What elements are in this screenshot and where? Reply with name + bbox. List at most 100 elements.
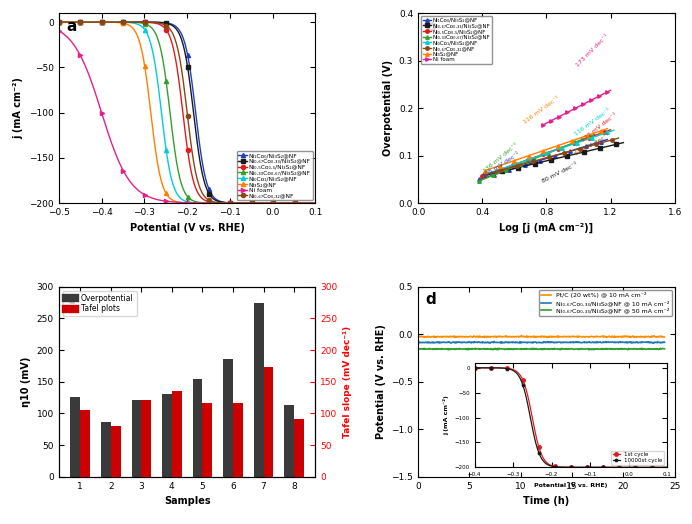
- X-axis label: Log [j (mA cm⁻²)]: Log [j (mA cm⁻²)]: [500, 223, 594, 233]
- Text: d: d: [426, 292, 437, 308]
- Ni₀.₆₇Co₀.₃₃/Ni₃S₂@NF: [528, 161, 536, 167]
- Y-axis label: Tafel slope (mV dec⁻¹): Tafel slope (mV dec⁻¹): [343, 326, 352, 438]
- Ni₀.₆₇Co₀.₃₃/Ni₃S₂@NF @ 50 mA cm⁻²: [617, 345, 625, 352]
- Line: Ni₀Co₁/Ni₃S₂@NF: Ni₀Co₁/Ni₃S₂@NF: [484, 128, 615, 176]
- Text: 105 mV dec⁻¹: 105 mV dec⁻¹: [482, 151, 521, 179]
- Ni₃S₂@NF: [558, 141, 566, 147]
- Ni₀.₆₇Co₀.₃₃/Ni₃S₂@NF @ 50 mA cm⁻²: [414, 345, 422, 352]
- Ni₀.₆₇Co₀.₃₃/Ni₃S₂@NF @ 10 mA cm⁻²: [561, 339, 570, 345]
- Ni₀.₆₇Co₀.₃₃/Ni₃S₂@NF @ 10 mA cm⁻²: [660, 339, 668, 345]
- Ni₀.₆₇Co₀.₃₃/Ni₃S₂@NF @ 50 mA cm⁻²: [548, 346, 556, 352]
- Line: Ni₀.₆₇Co₀.₃₃/Ni₃S₂@NF @ 50 mA cm⁻²: Ni₀.₆₇Co₀.₃₃/Ni₃S₂@NF @ 50 mA cm⁻²: [418, 348, 664, 350]
- Bar: [284, 405, 294, 477]
- Bar: [254, 303, 264, 477]
- Ni₀.₆₇Co₀.₃₂@NF: [212, 199, 220, 205]
- Text: a: a: [66, 19, 77, 34]
- Bar: [192, 379, 202, 477]
- Bar: [101, 422, 111, 477]
- Ni₃S₂@NF: [522, 153, 531, 159]
- Ni₀.₅Co₀.₅/Ni₃S₂@NF: [522, 157, 530, 163]
- Ni₀.₆₇Co₀.₃₃/Ni₃S₂@NF @ 10 mA cm⁻²: [540, 339, 548, 345]
- Ni₀Co₁/Ni₃S₂@NF: [525, 156, 533, 162]
- Ni₃S₂@NF: [208, 200, 216, 206]
- Ni₀.₆₇Co₀.₃₃/Ni₃S₂@NF @ 10 mA cm⁻²: [414, 339, 422, 345]
- Pt/C (20 wt%) @ 10 mA cm⁻²: [655, 333, 664, 340]
- Ni₀.₆₇Co₀.₃₃/Ni₃S₂@NF: [504, 167, 513, 173]
- Ni₀.₆₇Co₀.₃₃/Ni₃S₂@NF @ 50 mA cm⁻²: [660, 346, 668, 352]
- Ni₀.₆₇Co₀.₃₂@NF: [271, 200, 280, 206]
- Ni₁Co₀/Ni₃S₂@NF: [516, 163, 525, 170]
- Ni₀.₆₇Co₀.₃₃/Ni₃S₂@NF: [619, 139, 628, 146]
- Line: Ni₀.₆₇Co₀.₃₂@NF: Ni₀.₆₇Co₀.₃₂@NF: [57, 20, 318, 205]
- Ni₀Co₁/Ni₃S₂@NF: [55, 19, 63, 25]
- Ni₀.₆₇Co₀.₃₂@NF: [208, 198, 216, 204]
- Ni foam: [55, 28, 63, 34]
- Ni₀.₃₃Co₀.₆₇/Ni₃S₂@NF: [547, 149, 556, 155]
- Ni₀.₆₇Co₀.₃₃/Ni₃S₂@NF: [55, 19, 64, 25]
- Ni₀.₆₇Co₀.₃₃/Ni₃S₂@NF @ 50 mA cm⁻²: [655, 345, 664, 352]
- Ni₀Co₁/Ni₃S₂@NF: [311, 200, 320, 206]
- Ni₀.₃₃Co₀.₆₇/Ni₃S₂@NF: [504, 166, 513, 172]
- Pt/C (20 wt%) @ 10 mA cm⁻²: [543, 334, 552, 341]
- Ni₀.₆₇Co₀.₃₂@NF: [524, 159, 532, 166]
- Pt/C (20 wt%) @ 10 mA cm⁻²: [517, 332, 525, 339]
- Ni₀.₆₇Co₀.₃₃/Ni₃S₂@NF: [212, 197, 220, 203]
- Pt/C (20 wt%) @ 10 mA cm⁻²: [660, 334, 668, 340]
- Ni foam: [558, 112, 567, 118]
- Ni₀.₅Co₀.₅/Ni₃S₂@NF: [558, 144, 567, 150]
- Ni₀.₆₇Co₀.₃₂@NF: [55, 19, 64, 25]
- Y-axis label: Potential (V vs. RHE): Potential (V vs. RHE): [376, 324, 386, 439]
- Y-axis label: j (mA cm⁻²): j (mA cm⁻²): [14, 77, 24, 139]
- Text: 136 mV dec⁻¹: 136 mV dec⁻¹: [482, 142, 518, 173]
- Bar: [294, 419, 304, 477]
- Ni foam: [581, 100, 590, 106]
- Ni₀Co₁/Ni₃S₂@NF: [207, 200, 215, 206]
- Text: 80 mV dec⁻¹: 80 mV dec⁻¹: [542, 162, 579, 184]
- Ni₀.₆₇Co₀.₃₃/Ni₃S₂@NF @ 10 mA cm⁻²: [531, 339, 540, 345]
- Pt/C (20 wt%) @ 10 mA cm⁻²: [617, 334, 625, 340]
- Ni₃S₂@NF: [520, 154, 529, 160]
- Ni₀Co₁/Ni₃S₂@NF: [503, 163, 511, 170]
- Ni₀.₆₇Co₀.₃₃/Ni₃S₂@NF @ 50 mA cm⁻²: [637, 345, 646, 352]
- Ni₃S₂@NF: [516, 155, 525, 161]
- Ni₀.₆₇Co₀.₃₃/Ni₃S₂@NF: [271, 200, 280, 206]
- X-axis label: Potential (V vs. RHE): Potential (V vs. RHE): [129, 223, 244, 233]
- Bar: [131, 400, 141, 477]
- Ni₀.₆₇Co₀.₃₃/Ni₃S₂@NF: [521, 163, 529, 169]
- Ni₁Co₀/Ni₃S₂@NF: [212, 196, 220, 202]
- Ni₁Co₀/Ni₃S₂@NF: [507, 166, 516, 172]
- Text: c: c: [66, 292, 75, 308]
- Y-axis label: Overpotential (V): Overpotential (V): [383, 60, 393, 156]
- Ni₀.₆₇Co₀.₃₃/Ni₃S₂@NF: [208, 194, 216, 200]
- Line: Ni₁Co₀/Ni₃S₂@NF: Ni₁Co₀/Ni₃S₂@NF: [57, 20, 318, 205]
- Ni₀.₅Co₀.₅/Ni₃S₂@NF: [311, 200, 320, 206]
- Text: 173 mV dec⁻¹: 173 mV dec⁻¹: [575, 34, 610, 68]
- Ni₃S₂@NF: [55, 19, 64, 25]
- Ni₃S₂@NF: [212, 200, 220, 206]
- Ni₀.₆₇Co₀.₃₃/Ni₃S₂@NF: [482, 172, 490, 179]
- Ni₀.₅Co₀.₅/Ni₃S₂@NF: [478, 173, 486, 179]
- Ni₀.₆₇Co₀.₃₃/Ni₃S₂@NF @ 10 mA cm⁻²: [533, 340, 541, 346]
- Ni₁Co₀/Ni₃S₂@NF: [512, 165, 520, 171]
- Bar: [141, 400, 151, 477]
- Pt/C (20 wt%) @ 10 mA cm⁻²: [531, 334, 540, 340]
- X-axis label: Samples: Samples: [164, 496, 210, 506]
- Ni foam: [208, 200, 216, 206]
- Ni₀.₆₇Co₀.₃₂@NF: [504, 165, 512, 171]
- Ni₀.₅Co₀.₅/Ni₃S₂@NF: [520, 158, 528, 165]
- Ni₀.₃₃Co₀.₆₇/Ni₃S₂@NF: [590, 132, 599, 138]
- Ni₀.₅Co₀.₅/Ni₃S₂@NF: [515, 160, 523, 166]
- Line: Ni₀.₆₇Co₀.₃₃/Ni₃S₂@NF: Ni₀.₆₇Co₀.₃₃/Ni₃S₂@NF: [57, 20, 318, 205]
- Ni₀.₅Co₀.₅/Ni₃S₂@NF: [606, 127, 614, 133]
- Ni₀.₃₃Co₀.₆₇/Ni₃S₂@NF: [208, 200, 216, 206]
- Ni₃S₂@NF: [512, 157, 520, 163]
- Pt/C (20 wt%) @ 10 mA cm⁻²: [548, 333, 556, 340]
- Ni foam: [561, 111, 569, 117]
- Ni₀.₆₇Co₀.₃₂@NF: [614, 135, 623, 141]
- Ni₀.₆₇Co₀.₃₂@NF: [515, 162, 523, 168]
- Text: 116 mV dec⁻¹: 116 mV dec⁻¹: [522, 95, 560, 125]
- Ni₀Co₁/Ni₃S₂@NF: [212, 200, 220, 206]
- Ni₀.₆₇Co₀.₃₃/Ni₃S₂@NF @ 10 mA cm⁻²: [617, 339, 625, 345]
- Ni₀.₆₇Co₀.₃₂@NF: [55, 19, 63, 25]
- Bar: [172, 391, 181, 477]
